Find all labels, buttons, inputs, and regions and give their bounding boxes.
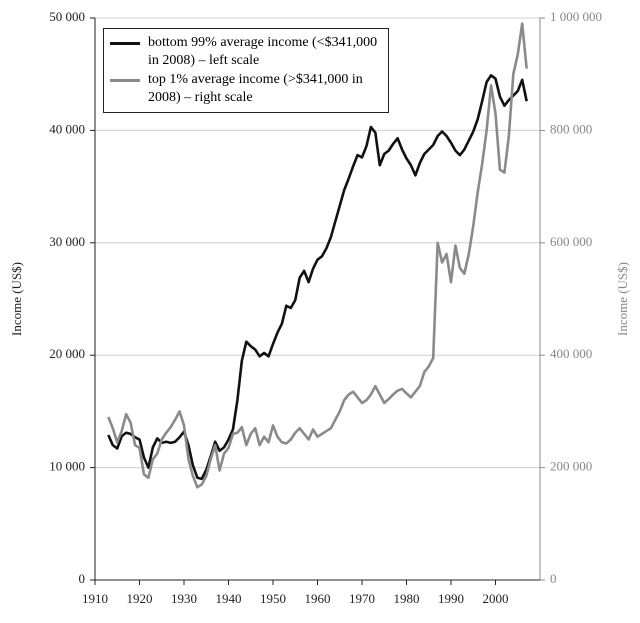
x-tick-label: 2000 <box>483 591 509 606</box>
legend: bottom 99% average income (<$341,000 in … <box>103 28 389 113</box>
x-tick-label: 1920 <box>127 591 153 606</box>
y-tick-label: 10 000 <box>49 459 85 474</box>
y2-tick-label: 0 <box>550 571 557 586</box>
x-tick-label: 1970 <box>349 591 375 606</box>
legend-swatch <box>110 42 140 45</box>
x-tick-label: 1960 <box>305 591 331 606</box>
x-tick-label: 1910 <box>82 591 108 606</box>
y2-tick-label: 200 000 <box>550 459 592 474</box>
y2-axis-label: Income (US$) <box>615 262 630 336</box>
legend-item: top 1% average income (>$341,000 in 2008… <box>110 71 382 107</box>
legend-label: bottom 99% average income (<$341,000 in … <box>148 35 378 68</box>
legend-label: top 1% average income (>$341,000 in 2008… <box>148 72 363 105</box>
y-tick-label: 30 000 <box>49 234 85 249</box>
x-tick-label: 1980 <box>394 591 420 606</box>
y-axis-label: Income (US$) <box>9 262 24 336</box>
line-series <box>107 74 528 481</box>
y2-tick-label: 400 000 <box>550 346 592 361</box>
y-tick-label: 40 000 <box>49 121 85 136</box>
x-tick-label: 1930 <box>171 591 197 606</box>
y-tick-label: 50 000 <box>49 9 85 24</box>
y-tick-label: 20 000 <box>49 346 85 361</box>
y2-tick-label: 1 000 000 <box>550 9 602 24</box>
line-series <box>107 22 528 489</box>
y-tick-label: 0 <box>79 571 86 586</box>
x-tick-label: 1940 <box>216 591 242 606</box>
y2-tick-label: 800 000 <box>550 121 592 136</box>
x-tick-label: 1990 <box>438 591 464 606</box>
y2-tick-label: 600 000 <box>550 234 592 249</box>
legend-item: bottom 99% average income (<$341,000 in … <box>110 34 382 70</box>
x-tick-label: 1950 <box>260 591 286 606</box>
legend-swatch <box>110 79 140 82</box>
